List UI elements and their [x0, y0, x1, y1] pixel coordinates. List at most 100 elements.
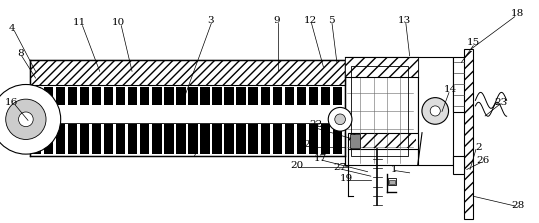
Bar — [80, 124, 89, 154]
Bar — [128, 124, 137, 154]
Bar — [464, 51, 473, 214]
Bar — [349, 134, 416, 148]
Bar — [248, 87, 258, 105]
Text: 3: 3 — [207, 16, 213, 25]
Bar — [201, 87, 210, 105]
Circle shape — [335, 114, 345, 125]
Bar — [164, 87, 174, 105]
Bar — [273, 124, 282, 154]
Bar — [224, 124, 234, 154]
Circle shape — [0, 85, 61, 154]
Bar — [44, 87, 53, 105]
Bar — [345, 57, 418, 165]
Bar — [201, 124, 210, 154]
Bar — [348, 133, 418, 149]
Bar — [296, 124, 306, 154]
Bar — [224, 87, 234, 105]
Bar — [296, 87, 306, 105]
Bar — [32, 87, 41, 105]
Bar — [140, 124, 149, 154]
Text: 8: 8 — [17, 49, 24, 58]
Bar — [351, 66, 408, 156]
Bar — [389, 180, 395, 184]
Bar — [309, 124, 318, 154]
Bar — [152, 124, 162, 154]
Text: 13: 13 — [398, 16, 411, 25]
Bar — [68, 124, 77, 154]
Bar — [188, 87, 198, 105]
Bar — [188, 124, 198, 154]
Bar — [309, 87, 318, 105]
Text: 20: 20 — [290, 161, 303, 169]
Text: 17: 17 — [314, 154, 327, 163]
Text: 22: 22 — [309, 120, 322, 129]
Text: 16: 16 — [5, 98, 18, 107]
Text: 9: 9 — [273, 16, 280, 25]
Bar — [237, 124, 246, 154]
Bar — [260, 124, 270, 154]
Bar — [116, 124, 126, 154]
Text: 23: 23 — [495, 98, 508, 107]
Bar — [333, 124, 342, 154]
Circle shape — [328, 107, 352, 131]
Text: 21: 21 — [303, 140, 316, 149]
Bar — [32, 124, 41, 154]
Bar — [321, 124, 330, 154]
Bar — [92, 124, 101, 154]
Text: 19: 19 — [340, 174, 353, 183]
Bar — [212, 124, 222, 154]
Bar — [273, 87, 282, 105]
Bar — [453, 57, 465, 112]
Bar — [116, 87, 126, 105]
Bar — [464, 49, 473, 219]
Bar — [68, 87, 77, 105]
Bar — [30, 60, 345, 85]
Circle shape — [6, 99, 46, 139]
Bar — [248, 124, 258, 154]
Text: 4: 4 — [9, 25, 15, 33]
Bar — [140, 87, 149, 105]
Text: 27: 27 — [333, 163, 346, 172]
Bar — [285, 87, 294, 105]
Bar — [333, 87, 342, 105]
Bar — [152, 87, 162, 105]
Bar — [237, 87, 246, 105]
Text: 11: 11 — [73, 18, 86, 27]
Text: 6: 6 — [153, 138, 160, 147]
Bar — [80, 87, 89, 105]
Bar — [345, 57, 418, 77]
Bar — [260, 87, 270, 105]
Circle shape — [18, 112, 33, 127]
Bar — [212, 87, 222, 105]
Text: 14: 14 — [444, 85, 457, 94]
Bar — [285, 124, 294, 154]
Text: 5: 5 — [328, 16, 334, 25]
Bar — [453, 156, 464, 174]
Bar — [56, 87, 65, 105]
Bar — [350, 134, 360, 148]
Text: 15: 15 — [467, 38, 480, 47]
Bar — [44, 124, 53, 154]
Bar — [176, 87, 185, 105]
Bar — [56, 124, 65, 154]
Bar — [92, 87, 101, 105]
Text: 1: 1 — [391, 165, 398, 174]
Bar — [418, 57, 453, 165]
Bar — [321, 87, 330, 105]
Text: 26: 26 — [476, 156, 489, 165]
Bar — [128, 87, 137, 105]
Text: 10: 10 — [112, 18, 125, 27]
Text: 12: 12 — [303, 16, 316, 25]
Text: 28: 28 — [511, 201, 524, 210]
Text: 7: 7 — [191, 149, 197, 158]
Bar — [388, 178, 396, 185]
Bar — [164, 124, 174, 154]
Text: 18: 18 — [511, 9, 524, 18]
Text: 2: 2 — [475, 143, 482, 152]
Bar — [176, 124, 185, 154]
Circle shape — [422, 98, 448, 124]
Circle shape — [430, 106, 440, 116]
Bar — [104, 124, 113, 154]
Bar — [30, 60, 345, 156]
Bar — [104, 87, 113, 105]
